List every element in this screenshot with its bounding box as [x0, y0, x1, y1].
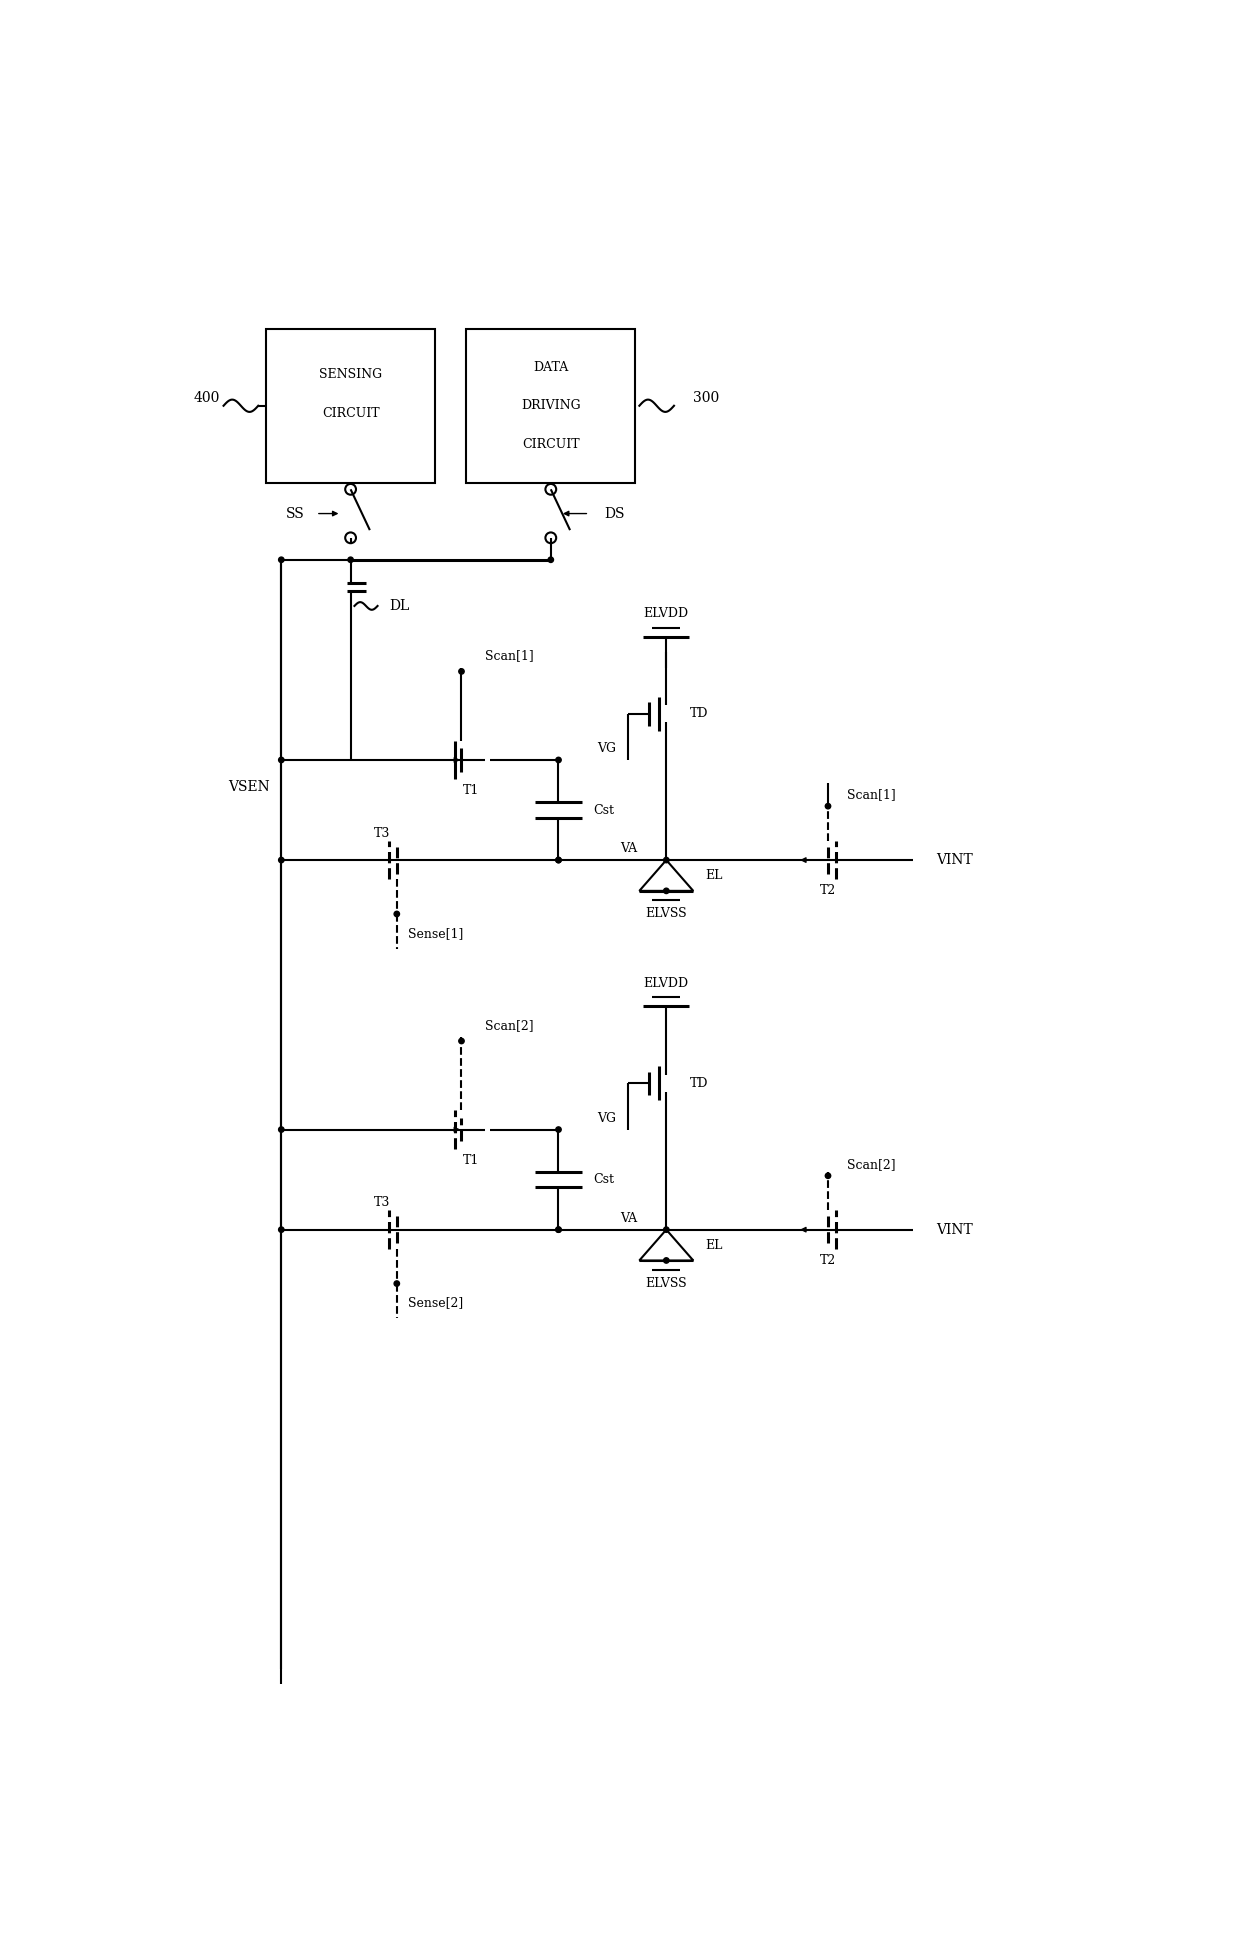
Text: Sense[1]: Sense[1]: [408, 927, 464, 939]
Circle shape: [279, 558, 284, 562]
Text: T1: T1: [463, 783, 480, 797]
Text: Scan[1]: Scan[1]: [847, 787, 897, 801]
Text: EL: EL: [704, 869, 722, 883]
Circle shape: [279, 1227, 284, 1232]
Text: VG: VG: [596, 743, 616, 754]
Text: T2: T2: [820, 1254, 836, 1267]
Circle shape: [556, 1227, 562, 1232]
Circle shape: [826, 1172, 831, 1178]
Circle shape: [394, 912, 399, 918]
Circle shape: [348, 558, 353, 562]
Polygon shape: [640, 1231, 693, 1260]
Text: T3: T3: [373, 1196, 391, 1209]
Text: ELVSS: ELVSS: [646, 1277, 687, 1291]
Text: Scan[2]: Scan[2]: [485, 1019, 533, 1032]
Bar: [466, 329, 635, 482]
Circle shape: [459, 1038, 464, 1044]
Text: TD: TD: [689, 1077, 708, 1091]
Circle shape: [556, 758, 562, 762]
Circle shape: [556, 857, 562, 863]
Circle shape: [394, 1281, 399, 1287]
Circle shape: [556, 1227, 562, 1232]
Circle shape: [556, 857, 562, 863]
Text: EL: EL: [704, 1238, 722, 1252]
Text: DS: DS: [605, 507, 625, 521]
Text: CIRCUIT: CIRCUIT: [322, 406, 379, 420]
Text: 300: 300: [693, 391, 719, 404]
Text: T1: T1: [463, 1155, 480, 1166]
Text: VA: VA: [620, 842, 637, 855]
Text: ELVDD: ELVDD: [644, 976, 689, 989]
Text: DATA: DATA: [533, 362, 568, 373]
Text: T2: T2: [820, 885, 836, 898]
Text: TD: TD: [689, 708, 708, 721]
Text: VG: VG: [596, 1112, 616, 1124]
Circle shape: [548, 558, 553, 562]
Circle shape: [279, 758, 284, 762]
Text: ELVSS: ELVSS: [646, 908, 687, 920]
Circle shape: [663, 1227, 670, 1232]
Circle shape: [826, 803, 831, 809]
Circle shape: [279, 1128, 284, 1131]
Text: Scan[2]: Scan[2]: [847, 1159, 895, 1170]
Text: T3: T3: [373, 826, 391, 840]
Text: DRIVING: DRIVING: [521, 399, 580, 412]
Text: VINT: VINT: [936, 1223, 972, 1236]
Text: VSEN: VSEN: [228, 780, 270, 793]
Text: 400: 400: [193, 391, 219, 404]
Text: CIRCUIT: CIRCUIT: [522, 437, 579, 451]
Text: Cst: Cst: [593, 1172, 614, 1186]
Circle shape: [663, 857, 670, 863]
Text: Scan[1]: Scan[1]: [485, 649, 533, 663]
Text: SS: SS: [285, 507, 304, 521]
Circle shape: [663, 1258, 670, 1264]
Text: Sense[2]: Sense[2]: [408, 1297, 464, 1310]
Circle shape: [556, 1128, 562, 1131]
Circle shape: [459, 669, 464, 675]
Circle shape: [663, 888, 670, 894]
Text: VINT: VINT: [936, 853, 972, 867]
Text: DL: DL: [389, 599, 409, 612]
Bar: [265, 329, 435, 482]
Text: VA: VA: [620, 1211, 637, 1225]
Polygon shape: [640, 859, 693, 890]
Text: SENSING: SENSING: [319, 369, 382, 381]
Circle shape: [279, 857, 284, 863]
Text: ELVDD: ELVDD: [644, 607, 689, 620]
Text: Cst: Cst: [593, 803, 614, 816]
